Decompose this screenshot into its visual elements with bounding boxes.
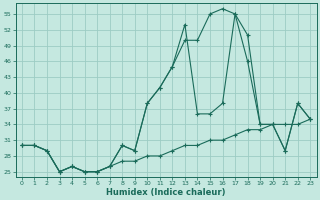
X-axis label: Humidex (Indice chaleur): Humidex (Indice chaleur) xyxy=(106,188,226,197)
